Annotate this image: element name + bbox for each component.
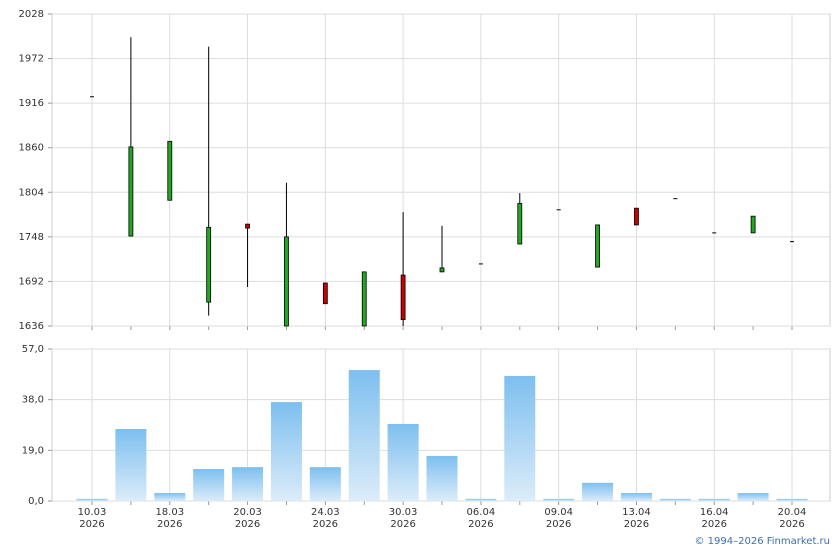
y-tick-label: 1692 [19,276,44,287]
volume-bar [426,455,458,501]
candle-body [634,207,639,226]
y-tick-label: 57,0 [22,344,44,355]
volume-bar [348,370,380,501]
x-tick-label: 06.04 2026 [466,507,496,530]
candle-body [400,274,406,321]
candle-body [284,236,289,327]
x-tick-label: 13.04 2026 [622,507,651,530]
y-tick-label: 1916 [19,98,44,109]
candle-body [750,215,756,234]
volume-bar [543,498,575,501]
volume-bar [193,469,225,501]
volume-bar [776,498,808,501]
y-tick-label: 1804 [19,187,44,198]
volume-bar [698,498,730,501]
x-tick-label: 20.04 2026 [777,507,807,530]
candle-body [245,223,250,229]
y-tick-label: 0,0 [28,496,44,507]
y-tick-label: 1636 [19,321,44,332]
copyright: © 1994–2026 Finmarket.ru [694,536,830,547]
y-tick-label: 19,0 [22,445,44,456]
x-tick-label: 10.03 2026 [77,507,107,530]
candle-body [439,267,445,273]
y-tick-label: 1748 [19,232,44,243]
volume-bar [504,375,536,501]
x-tick-label: 09.04 2026 [544,507,573,530]
volume-bar [737,493,769,501]
volume-bar [76,498,108,501]
volume-bar [659,498,691,501]
volume-bar [309,467,341,501]
volume-bar [582,482,614,501]
candle-body [128,146,134,237]
candle-body [206,226,212,303]
y-tick-label: 38,0 [22,395,44,406]
candle-body [517,203,523,245]
candle-body [322,282,328,305]
volume-bar [232,467,264,501]
candle-body [595,224,600,268]
volume-bar [387,423,419,501]
volume-bar [465,498,497,501]
y-tick-label: 1972 [19,54,44,65]
y-tick-label: 2028 [19,9,44,20]
volume-bar [115,429,147,501]
y-tick-label: 1860 [19,143,44,154]
x-tick-label: 16.04 2026 [699,507,729,530]
x-tick-label: 24.03 2026 [311,507,340,530]
x-tick-label: 18.03 2026 [155,507,185,530]
volume-bar [270,402,302,501]
x-tick-label: 20.03 2026 [233,507,262,530]
volume-bar [154,493,186,501]
volume-bar [620,493,652,501]
candle-body [361,271,367,327]
candle-body [167,140,173,201]
x-tick-label: 30.03 2026 [388,507,418,530]
